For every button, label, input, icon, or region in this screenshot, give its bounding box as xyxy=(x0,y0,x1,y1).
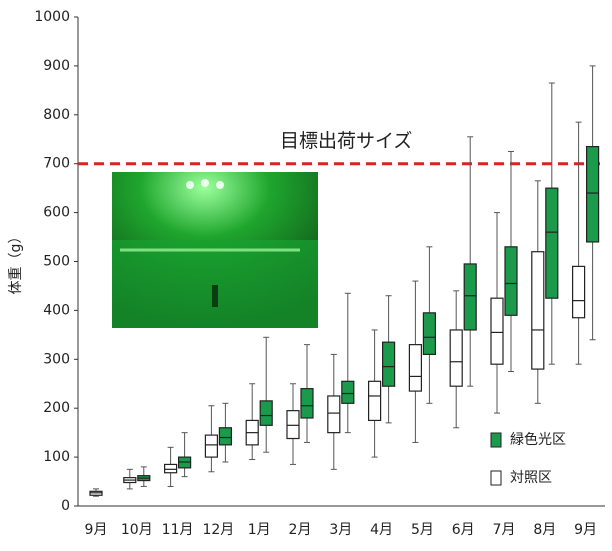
chart: 体重（g） 0 100 200 300 400 500 600 700 800 900 1000 9月… xyxy=(0,0,612,547)
x-tick-label: 7月 xyxy=(493,522,516,538)
box xyxy=(450,330,462,386)
box xyxy=(423,313,435,355)
box xyxy=(165,464,177,472)
x-tick-label: 9月 xyxy=(574,522,597,538)
box xyxy=(546,188,558,298)
box xyxy=(301,389,313,418)
y-tick-label: 800 xyxy=(43,107,70,123)
y-tick-label: 600 xyxy=(43,205,70,221)
box xyxy=(409,345,421,391)
x-tick-label: 6月 xyxy=(452,522,475,538)
x-tick-label: 4月 xyxy=(370,522,393,538)
photo-inset xyxy=(112,172,318,328)
y-tick-label: 200 xyxy=(43,400,70,416)
box xyxy=(383,342,395,386)
y-tick-label: 300 xyxy=(43,351,70,367)
box xyxy=(260,401,272,425)
y-tick-label: 500 xyxy=(43,254,70,270)
y-tick-label: 100 xyxy=(43,449,70,465)
x-tick-label: 8月 xyxy=(533,522,556,538)
legend-swatch xyxy=(491,433,501,447)
legend-label: 対照区 xyxy=(510,470,552,486)
box xyxy=(369,381,381,420)
legend-swatch xyxy=(491,471,501,485)
x-tick-label: 3月 xyxy=(329,522,352,538)
x-tick-label: 10月 xyxy=(121,522,153,538)
y-tick-label: 900 xyxy=(43,58,70,74)
box xyxy=(573,266,585,317)
box xyxy=(205,435,217,457)
box xyxy=(287,411,299,439)
x-tick-label: 12月 xyxy=(202,522,234,538)
box xyxy=(328,396,340,433)
box xyxy=(587,147,599,242)
box xyxy=(219,428,231,445)
y-tick-label: 700 xyxy=(43,156,70,172)
box xyxy=(491,298,503,364)
box xyxy=(532,252,544,369)
reference-label: 目標出荷サイズ xyxy=(280,130,412,152)
y-tick-label: 0 xyxy=(61,498,70,514)
y-axis-label: 体重（g） xyxy=(8,230,24,295)
legend-label: 緑色光区 xyxy=(510,431,566,448)
x-tick-label: 9月 xyxy=(85,522,108,538)
box xyxy=(505,247,517,315)
x-tick-label: 11月 xyxy=(162,522,194,538)
box xyxy=(342,381,354,403)
box xyxy=(464,264,476,330)
y-tick-label: 1000 xyxy=(34,9,70,25)
x-tick-label: 5月 xyxy=(411,522,434,538)
x-tick-label: 1月 xyxy=(248,522,271,538)
y-tick-label: 400 xyxy=(43,302,70,318)
x-tick-label: 2月 xyxy=(289,522,312,538)
